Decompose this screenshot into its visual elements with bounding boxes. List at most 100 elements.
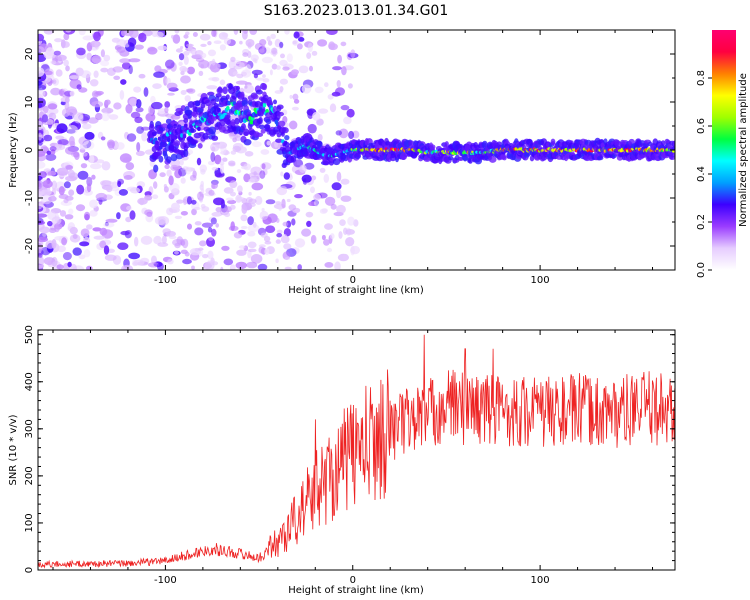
heatmap-cell [294,194,303,199]
heatmap-cell [200,168,206,175]
heatmap-cell [336,80,341,88]
heatmap-cell [236,73,244,79]
heatmap-cell [135,150,145,157]
y-tick-label: 500 [24,325,35,344]
heatmap-cell [95,90,104,96]
heatmap-cell [103,245,110,255]
heatmap-cell [64,214,74,220]
heatmap-cell [318,108,329,114]
heatmap-cell [348,130,355,140]
heatmap-cell [153,236,163,245]
heatmap-cell [211,30,217,37]
heatmap-cell [220,266,224,270]
heatmap-cell [180,239,185,243]
heatmap-cell [146,211,153,217]
heatmap-cell [241,165,248,170]
heatmap-cell [275,201,282,205]
heatmap-cell [199,33,211,41]
heatmap-cell [276,229,283,234]
heatmap-cell [173,123,178,129]
heatmap-cell [264,240,272,245]
heatmap-cell [68,208,74,215]
heatmap-cell [121,62,131,70]
heatmap-cell [243,131,249,136]
spectrogram-x-label: Height of straight line (km) [288,285,424,296]
heatmap-cell [184,123,188,128]
heatmap-cell [108,114,119,120]
heatmap-cell [89,155,95,164]
heatmap-cell [174,215,183,220]
heatmap-cell [168,175,174,186]
heatmap-cell [262,102,267,108]
heatmap-cell [240,214,248,222]
heatmap-cell [166,169,172,177]
heatmap-cell [273,99,277,105]
heatmap-cell [155,31,164,38]
heatmap-cell [219,161,225,166]
heatmap-cell [128,252,141,260]
y-tick-label: 300 [24,419,35,438]
heatmap-cell [89,210,98,217]
heatmap-cell [129,210,136,220]
heatmap-cell [103,222,115,228]
heatmap-cell [194,247,200,252]
heatmap-cell [280,171,284,177]
heatmap-cell [54,144,66,151]
heatmap-cell [197,126,201,131]
heatmap-cell [182,258,192,265]
heatmap-cell [164,106,169,114]
heatmap-cell [334,261,341,270]
heatmap-cell [125,104,133,114]
heatmap-cell [180,177,186,184]
heatmap-cell [248,198,257,204]
heatmap-cell [184,142,190,149]
heatmap-cell [270,33,276,40]
heatmap-cell [210,217,217,225]
heatmap-cell [135,107,144,113]
heatmap-cell [99,240,107,249]
heatmap-cell [211,166,219,171]
heatmap-cell [276,233,283,238]
heatmap-cell [224,212,231,218]
heatmap-cell [66,125,78,135]
heatmap-cell [207,91,215,96]
heatmap-cell [86,183,92,193]
heatmap-cell [278,186,287,190]
heatmap-cell [298,65,309,74]
heatmap-cell [129,98,137,107]
heatmap-cell [239,62,245,69]
heatmap-cell [326,247,333,253]
heatmap-cell [243,139,252,146]
colorbar-tick-label: 0.2 [696,214,707,230]
heatmap-cell [246,261,258,269]
heatmap-cell [178,61,183,66]
heatmap-cell [70,263,77,270]
heatmap-cell [200,204,206,209]
heatmap-cell [151,255,157,265]
heatmap-cell [66,106,77,116]
heatmap-cell [258,117,263,125]
heatmap-cell [82,35,94,41]
heatmap-cell [195,57,205,63]
heatmap-cell [100,136,106,141]
heatmap-cell [284,141,290,148]
heatmap-cell [319,208,328,214]
heatmap-cell [550,138,556,145]
heatmap-cell [38,102,43,109]
heatmap-cell [307,42,313,53]
heatmap-cell [60,200,72,206]
heatmap-cell [157,108,166,115]
heatmap-cell [267,40,273,46]
heatmap-cell [95,192,108,201]
heatmap-cell [297,264,302,270]
heatmap-cell [82,123,92,130]
heatmap-cell [338,128,349,139]
heatmap-cell [156,262,164,270]
heatmap-cell [65,175,77,182]
heatmap-cell [69,136,75,146]
heatmap-cell [191,199,197,205]
heatmap-cell [324,223,333,230]
heatmap-cell [345,237,355,247]
heatmap-cell [259,124,265,130]
heatmap-cells [38,30,675,270]
